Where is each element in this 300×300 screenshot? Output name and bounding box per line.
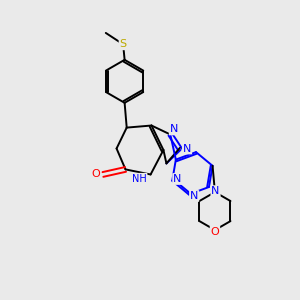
Text: N: N (173, 174, 182, 184)
Text: NH: NH (132, 174, 147, 184)
Text: N: N (212, 186, 220, 196)
Text: O: O (92, 169, 100, 179)
Text: S: S (120, 39, 127, 49)
Text: N: N (170, 124, 178, 134)
Text: O: O (211, 226, 219, 237)
Text: N: N (190, 191, 198, 201)
Text: N: N (183, 143, 191, 154)
